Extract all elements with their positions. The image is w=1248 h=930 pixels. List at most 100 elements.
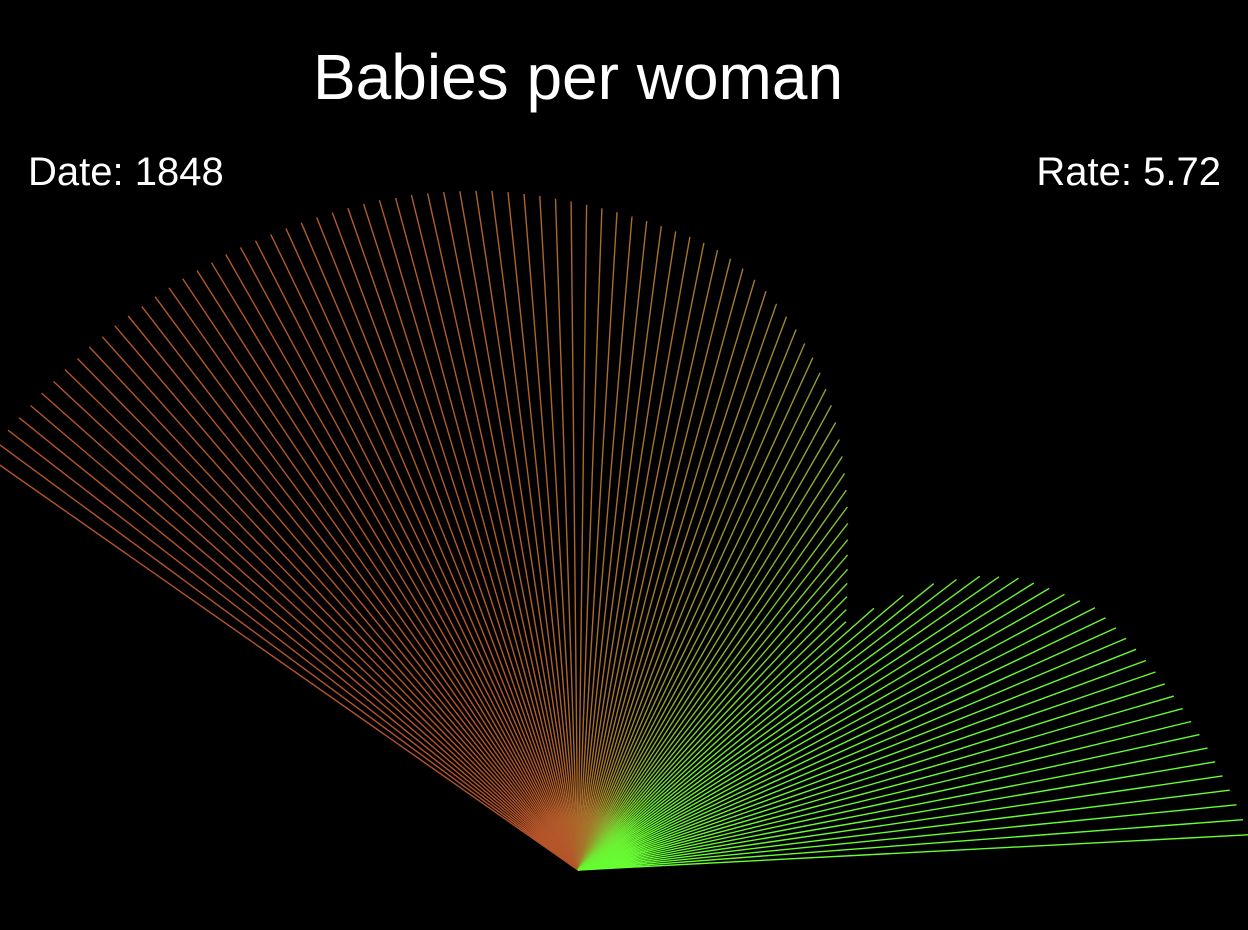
rate-line <box>101 336 579 871</box>
rate-line <box>577 578 957 871</box>
chart-title: Babies per woman <box>312 41 844 113</box>
rate-line <box>577 733 1200 871</box>
rate-line <box>523 193 579 871</box>
rate-line <box>577 208 603 871</box>
rate-line <box>577 204 588 871</box>
rate-line <box>577 637 1127 871</box>
rate-line <box>577 473 846 871</box>
rate-line <box>577 576 1000 871</box>
rate-line <box>577 577 1019 871</box>
rate-line <box>507 192 579 871</box>
rate-line <box>577 720 1192 871</box>
rate-line <box>577 659 1147 871</box>
rate-line <box>577 671 1156 871</box>
rate-line <box>577 242 705 871</box>
date-readout: Date: 1848 <box>28 148 224 196</box>
rate-line <box>577 627 1117 871</box>
rate-line <box>577 607 1096 871</box>
rate-line <box>316 217 579 871</box>
rate-line <box>577 582 848 871</box>
rate-line <box>577 575 981 871</box>
rate-line <box>443 191 579 871</box>
rate-line <box>577 439 840 871</box>
rate-line <box>577 268 744 871</box>
rate-line <box>7 429 579 871</box>
rate-line <box>577 596 848 871</box>
rate-line <box>254 240 579 871</box>
rate-line <box>577 303 778 871</box>
rate-line <box>577 554 849 871</box>
rate-line <box>64 368 579 871</box>
rate-line <box>577 617 1106 871</box>
rate-line <box>577 695 1175 871</box>
rate-line <box>577 456 843 871</box>
rate-line <box>577 582 1035 871</box>
rate-line <box>577 422 837 871</box>
rate-line <box>577 819 1244 871</box>
rate-line <box>577 279 756 871</box>
rate-line <box>491 190 579 871</box>
rate-line <box>239 247 579 871</box>
rate-line <box>577 621 847 871</box>
rate-line <box>196 270 579 871</box>
rate-line <box>88 346 579 871</box>
rate-line <box>570 201 579 871</box>
rate-line <box>554 198 579 871</box>
rate-line <box>577 249 719 871</box>
rate-line <box>475 190 579 871</box>
rate-line <box>426 193 579 871</box>
rate-line <box>577 231 677 871</box>
rate-line <box>577 212 618 871</box>
rate-line <box>539 196 579 871</box>
rate-line <box>331 212 579 871</box>
rate-line <box>577 216 633 871</box>
rate-line <box>577 226 662 871</box>
rate-line <box>577 683 1166 871</box>
rate-line <box>577 372 821 871</box>
rate-line <box>577 594 904 871</box>
rate-line <box>0 464 579 871</box>
rate-line <box>362 203 579 871</box>
rate-line <box>41 392 579 871</box>
rate-line <box>577 834 1248 871</box>
rate-line <box>154 296 579 871</box>
rate-line <box>76 358 579 871</box>
rate-line <box>577 539 849 871</box>
rate-readout: Rate: 5.72 <box>1036 148 1221 196</box>
rate-line <box>300 222 579 871</box>
rate-line <box>270 233 579 871</box>
rate-line <box>577 775 1223 871</box>
rate-line <box>577 648 1137 871</box>
rate-line <box>577 761 1216 871</box>
rate-line <box>577 804 1237 871</box>
rate-line <box>410 194 579 871</box>
rate-line <box>168 287 579 871</box>
rate-line <box>30 405 579 871</box>
rate-value: 5.72 <box>1143 150 1221 194</box>
date-label: Date: <box>28 150 124 194</box>
rate-line <box>577 343 806 871</box>
rate-label: Rate: <box>1036 150 1133 194</box>
rate-line <box>394 197 579 871</box>
rate-line <box>577 236 691 871</box>
rate-line <box>577 607 875 871</box>
rate-line <box>577 593 1065 871</box>
rate-line <box>577 316 788 871</box>
rate-line <box>141 306 579 871</box>
rate-line <box>577 357 814 871</box>
rate-line <box>577 329 797 871</box>
rate-line <box>577 747 1208 871</box>
rate-line <box>0 444 579 871</box>
rate-line <box>577 707 1183 871</box>
rate-line <box>577 258 732 871</box>
rate-line <box>114 325 579 871</box>
rate-line <box>127 315 579 871</box>
rate-line <box>577 221 648 871</box>
rate-line <box>577 522 849 871</box>
rate-line <box>577 568 849 871</box>
rate-line <box>577 789 1230 871</box>
rate-line <box>577 489 847 871</box>
rate-line <box>577 600 1081 871</box>
